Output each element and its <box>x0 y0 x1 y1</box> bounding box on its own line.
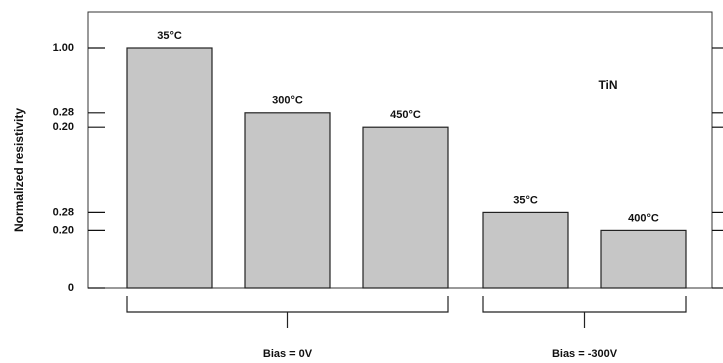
y-tick-label: 0.20 <box>53 121 74 133</box>
bar-label: 300°C <box>272 95 303 107</box>
group-bracket <box>482 296 687 328</box>
y-tick-label: 0.20 <box>53 224 74 236</box>
bar-label: 450°C <box>390 109 421 121</box>
bar-label: 400°C <box>628 212 659 224</box>
group-label: Bias = 0V <box>263 348 313 360</box>
bar <box>126 47 213 289</box>
annotation: TiN <box>598 78 617 92</box>
y-axis-label: Normalized resistivity <box>12 108 26 232</box>
bar <box>482 211 569 289</box>
bar <box>362 126 449 289</box>
bar <box>244 112 331 289</box>
group-label: Bias = -300V <box>552 348 618 360</box>
bar <box>600 229 687 289</box>
y-tick-label: 1.00 <box>53 42 74 54</box>
y-tick-label: 0 <box>68 282 74 294</box>
bar-label: 35°C <box>157 30 182 42</box>
bar-label: 35°C <box>513 194 538 206</box>
group-bracket <box>126 296 449 328</box>
y-tick-label: 0.28 <box>53 107 74 119</box>
y-tick-label: 0.28 <box>53 206 74 218</box>
